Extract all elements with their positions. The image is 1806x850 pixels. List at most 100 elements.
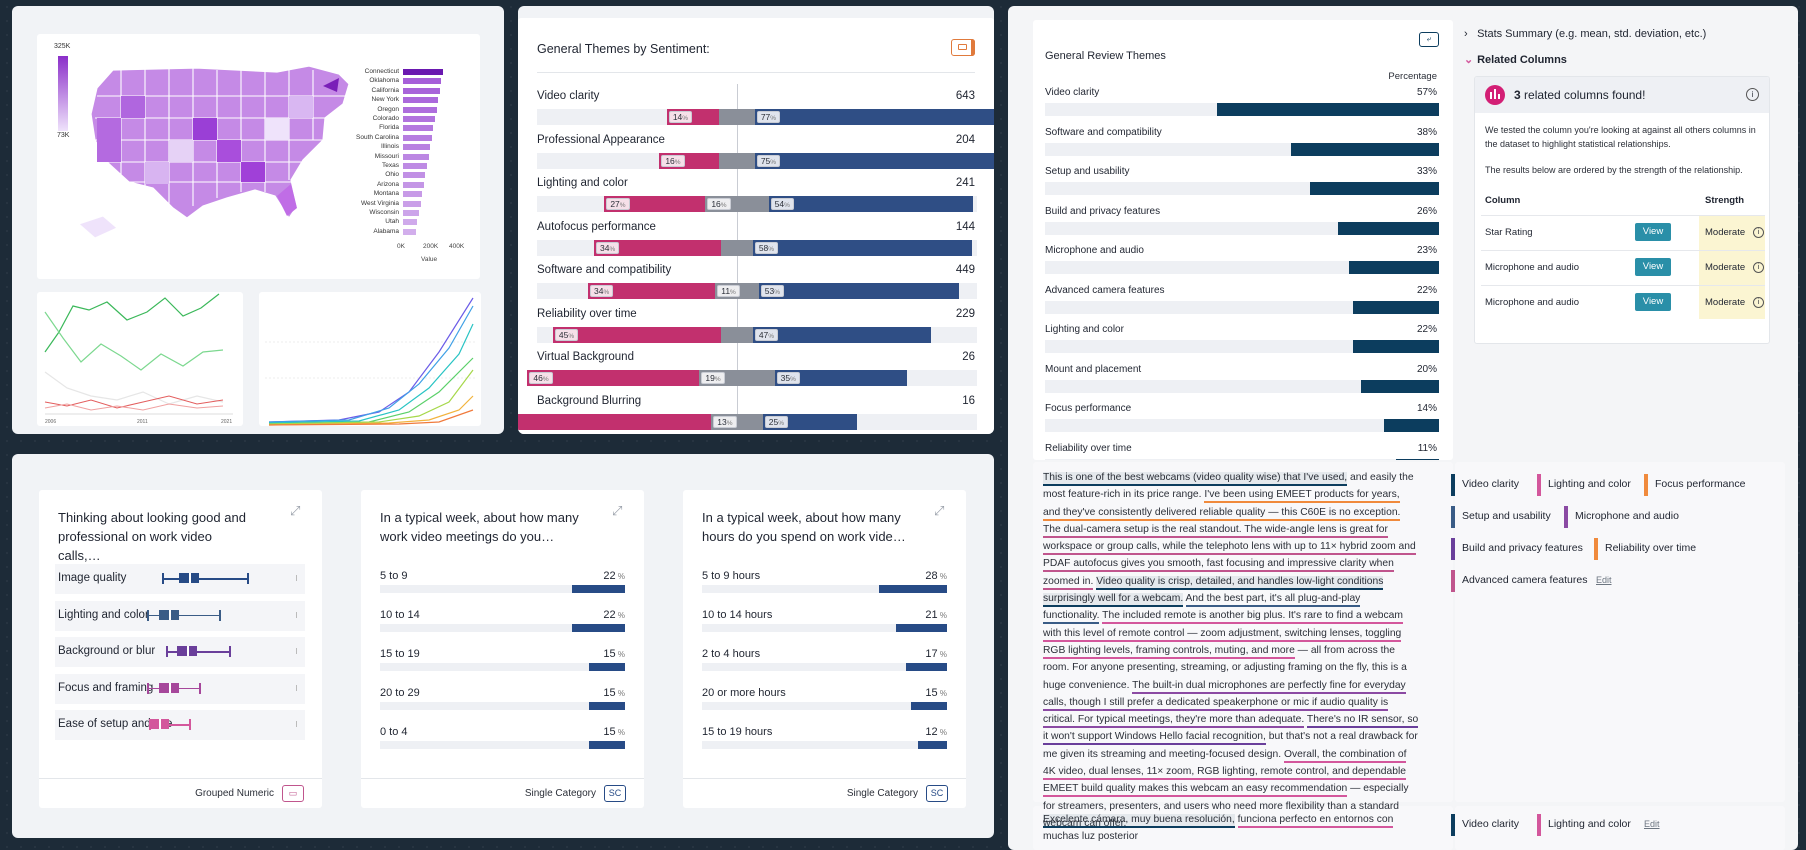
info-icon[interactable]: i [1753, 262, 1764, 273]
review-theme-track[interactable] [1045, 379, 1439, 393]
sentiment-track[interactable]: 16% 75% [537, 152, 994, 169]
sentiment-track[interactable]: 34% 58% [537, 239, 977, 256]
category-track[interactable] [380, 624, 625, 632]
info-icon[interactable]: i [1753, 297, 1764, 308]
info-icon[interactable]: i [1753, 227, 1764, 238]
category-track[interactable] [380, 702, 625, 710]
state-label: Wisconsin [369, 209, 399, 216]
sentiment-row-label: Video clarity [537, 90, 600, 102]
theme-tag[interactable]: Microphone and audio [1564, 506, 1679, 528]
highlight-advanced-features[interactable]: The included remote is another big plus.… [1043, 610, 1403, 659]
boxplot-whisker[interactable] [149, 724, 189, 726]
category-track[interactable] [702, 585, 947, 593]
highlight-microphone[interactable]: The built-in dual microphones are perfec… [1043, 679, 1406, 729]
highlight-video-clarity[interactable]: This is one of the best webcams (video q… [1043, 472, 1348, 486]
category-value-unit: % [937, 611, 947, 620]
theme-tag[interactable]: Lighting and color [1537, 474, 1631, 496]
positive-segment [754, 152, 994, 169]
boxplot-whisker[interactable] [162, 578, 247, 580]
category-track[interactable] [702, 702, 947, 710]
related-columns-toggle[interactable]: ⌄ Related Columns [1464, 53, 1567, 66]
theme-tag-label: Advanced camera features [1462, 574, 1588, 586]
highlight-advanced-camera[interactable]: The dual-camera setup is the real stando… [1043, 523, 1416, 590]
review-theme-value: 14% [1416, 403, 1437, 414]
edit-tags-link[interactable]: Edit [1644, 819, 1660, 829]
state-bar-chart: Connecticut Oklahoma California New York Ore… [337, 68, 477, 268]
category-track[interactable] [380, 663, 625, 671]
highlight-overall[interactable]: Overall, the combination of 4K video, du… [1043, 748, 1407, 798]
theme-tag[interactable]: Focus performance [1644, 474, 1745, 496]
pill-value: 27 [610, 199, 620, 209]
us-map [78, 65, 350, 239]
view-button[interactable]: View [1635, 293, 1671, 311]
sentiment-track[interactable]: 27% 16% 54% [537, 196, 977, 212]
review-theme-label: Lighting and color [1045, 324, 1124, 335]
category-track[interactable] [380, 585, 625, 593]
theme-tag[interactable]: Video clarity [1451, 814, 1519, 836]
review-theme-track[interactable] [1045, 103, 1439, 116]
boxplot-whisker[interactable] [166, 651, 229, 653]
line-chart-card-2 [259, 292, 481, 426]
boxplot-row-label: Ease of setup and use [58, 718, 173, 730]
boxplot-whisker[interactable] [147, 614, 219, 616]
folder-button[interactable] [951, 39, 975, 56]
related-found-label: related columns found! [1524, 88, 1646, 102]
chevron-down-icon: ⌄ [1464, 54, 1474, 66]
highlight-video-clarity-3[interactable]: Excelente cámara, muy buena resolución, [1043, 814, 1235, 828]
pill-value: 34 [600, 242, 610, 253]
neutral-segment [721, 239, 753, 256]
category-bar [917, 741, 947, 749]
negative-segment [527, 370, 700, 386]
category-value: 22 % [603, 609, 625, 621]
single-category-button[interactable]: SC [604, 785, 626, 802]
sentiment-track[interactable]: 46% 19% 35% [527, 370, 977, 386]
theme-tag-label: Lighting and color [1548, 478, 1631, 490]
category-track[interactable] [702, 663, 947, 671]
sentiment-row-label: Software and compatibility [537, 264, 672, 276]
single-category-button[interactable]: SC [926, 785, 948, 802]
sentiment-track[interactable]: 14% 77% [537, 109, 994, 125]
view-button[interactable]: View [1635, 223, 1671, 241]
state-bar [403, 116, 435, 122]
sentiment-track[interactable]: 45% 47% [537, 326, 977, 343]
sentiment-track[interactable]: 63%13%25% [518, 413, 977, 430]
theme-tag[interactable]: Build and privacy features [1451, 538, 1583, 560]
grouped-numeric-button[interactable]: ▭ [282, 785, 304, 802]
theme-tag[interactable]: Advanced camera features [1451, 570, 1588, 592]
highlight-setup[interactable]: And the best part, it's all plug-and-pla… [1043, 593, 1361, 625]
pill-value: 54 [774, 199, 785, 209]
view-button[interactable]: View [1635, 258, 1671, 276]
highlight-reliability[interactable]: I've been using EMEET products for years… [1043, 489, 1401, 521]
theme-tag[interactable]: Lighting and color [1537, 814, 1631, 836]
category-track[interactable] [702, 741, 947, 749]
review-theme-track[interactable] [1045, 458, 1439, 460]
legend-max-label: 325K [54, 43, 71, 50]
category-bar [910, 702, 947, 710]
sentiment-track[interactable]: 34% 11% 53% [537, 283, 977, 299]
edit-tags-link[interactable]: Edit [1596, 575, 1612, 585]
review-theme-track[interactable] [1045, 221, 1439, 235]
category-track[interactable] [380, 741, 625, 749]
theme-tag[interactable]: Video clarity [1451, 474, 1519, 496]
export-button[interactable]: ⤶ [1419, 32, 1439, 47]
review-plain-4: — especially for streamers, presenters, … [1043, 783, 1409, 829]
highlight-lighting[interactable]: funciona perfecto en entornos con muchas… [1043, 814, 1394, 841]
expand-icon[interactable]: ⤢ [612, 503, 623, 518]
review-theme-track[interactable] [1045, 142, 1439, 156]
review-theme-track[interactable] [1045, 182, 1439, 195]
expand-icon[interactable]: ⤢ [934, 503, 945, 518]
review-theme-track[interactable] [1045, 300, 1439, 314]
positive-segment [752, 326, 931, 343]
state-label: South Carolina [356, 133, 399, 141]
theme-tag[interactable]: Setup and usability [1451, 506, 1551, 528]
info-icon[interactable]: i [1746, 88, 1759, 101]
expand-icon[interactable]: ⤢ [290, 503, 301, 518]
category-track[interactable] [702, 624, 947, 632]
review-theme-track[interactable] [1045, 419, 1439, 432]
theme-tag[interactable]: Reliability over time [1594, 538, 1696, 560]
category-value-unit: % [615, 689, 625, 698]
review-theme-track[interactable] [1045, 261, 1439, 274]
review-theme-track[interactable] [1045, 340, 1439, 353]
highlight-build-privacy[interactable]: There's no IR sensor, so it won't suppor… [1043, 714, 1419, 746]
stats-summary-toggle[interactable]: › Stats Summary (e.g. mean, std. deviati… [1464, 28, 1706, 40]
